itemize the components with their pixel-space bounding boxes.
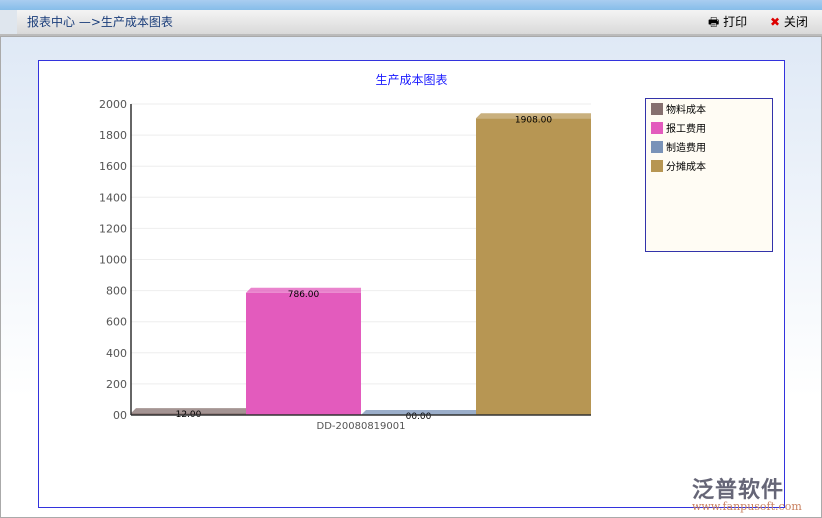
legend-item: 分摊成本 xyxy=(646,156,772,175)
y-tick-label: 2000 xyxy=(99,98,127,111)
printer-icon: 🖶 xyxy=(708,15,720,29)
chart-title: 生产成本图表 xyxy=(375,73,448,87)
chart-panel: 生产成本图表 00 200 400 600 800 1000 1200 1400 1600 180… xyxy=(38,60,785,508)
close-icon: ✖ xyxy=(770,15,781,29)
legend-label: 物料成本 xyxy=(666,105,706,116)
legend-swatch xyxy=(651,102,663,115)
print-label: 打印 xyxy=(723,15,748,29)
y-tick-label: 1600 xyxy=(99,160,127,173)
top-strip xyxy=(0,0,822,10)
bar-top xyxy=(361,410,476,415)
close-label: 关闭 xyxy=(783,15,808,29)
logo-name: 泛普软件 xyxy=(692,478,785,503)
y-tick-label: 1800 xyxy=(99,129,127,142)
bar-top xyxy=(131,408,246,414)
legend-swatch xyxy=(651,121,663,134)
print-button[interactable]: 🖶 打印 xyxy=(708,13,747,34)
header-edge xyxy=(0,10,17,34)
logo-url: www.fanpusoft.com xyxy=(692,500,802,513)
legend-label: 分摊成本 xyxy=(666,162,706,173)
legend-swatch xyxy=(651,159,663,172)
legend-item: 物料成本 xyxy=(646,99,772,118)
y-tick-label: 00 xyxy=(113,409,127,422)
y-tick-label: 600 xyxy=(106,316,127,329)
y-tick-label: 1400 xyxy=(99,191,127,204)
x-tick-label: DD-20080819001 xyxy=(317,421,406,432)
bar-chart: 0020040060080010001200140016001800200012… xyxy=(99,98,591,432)
y-tick-label: 1200 xyxy=(99,222,127,235)
legend: 物料成本报工费用制造费用分摊成本 xyxy=(645,98,773,252)
close-button[interactable]: ✖ 关闭 xyxy=(770,13,808,30)
legend-item: 制造费用 xyxy=(646,137,772,156)
y-tick-label: 800 xyxy=(106,285,127,298)
data-label: 1908.00 xyxy=(515,115,552,125)
bar-top xyxy=(246,287,361,293)
header-bar: 报表中心 —>生产成本图表 🖶 打印 ✖ 关闭 xyxy=(0,10,822,36)
breadcrumb: 报表中心 —>生产成本图表 xyxy=(27,15,173,29)
y-tick-label: 1000 xyxy=(99,254,127,267)
data-label: 786.00 xyxy=(288,290,320,300)
legend-label: 报工费用 xyxy=(666,124,706,135)
bar xyxy=(246,292,361,415)
legend-swatch xyxy=(651,140,663,153)
y-tick-label: 200 xyxy=(106,378,127,391)
bar xyxy=(131,413,246,415)
legend-label: 制造费用 xyxy=(666,143,706,154)
y-tick-label: 400 xyxy=(106,347,127,360)
bar xyxy=(476,118,591,415)
watermark-logo: 泛普软件 www.fanpusoft.com xyxy=(692,472,802,513)
bar-top xyxy=(476,113,591,119)
legend-item: 报工费用 xyxy=(646,118,772,137)
data-label: 00.00 xyxy=(406,412,432,422)
